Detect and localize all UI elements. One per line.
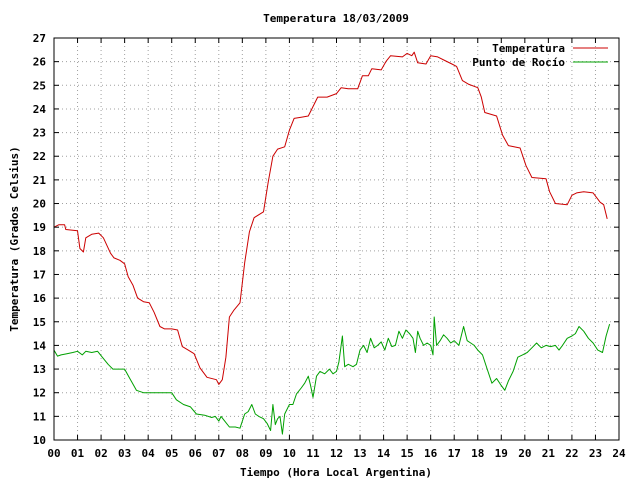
y-tick-label: 18: [33, 245, 46, 258]
chart-title: Temperatura 18/03/2009: [263, 12, 409, 25]
x-tick-label: 18: [471, 447, 484, 460]
x-tick-label: 12: [330, 447, 343, 460]
x-tick-label: 21: [542, 447, 556, 460]
y-tick-label: 23: [33, 127, 46, 140]
y-tick-label: 26: [33, 56, 47, 69]
x-tick-label: 23: [589, 447, 602, 460]
x-tick-label: 03: [118, 447, 131, 460]
series-line-1: [53, 51, 608, 385]
x-tick-label: 13: [353, 447, 366, 460]
x-tick-label: 05: [165, 447, 178, 460]
x-tick-label: 09: [259, 447, 272, 460]
y-tick-label: 22: [33, 150, 46, 163]
y-tick-label: 20: [33, 198, 46, 211]
y-tick-label: 17: [33, 268, 46, 281]
x-tick-label: 06: [189, 447, 203, 460]
y-tick-label: 10: [33, 434, 46, 447]
y-tick-label: 27: [33, 32, 46, 45]
x-tick-label: 02: [94, 447, 107, 460]
y-tick-label: 21: [33, 174, 47, 187]
x-tick-label: 15: [401, 447, 414, 460]
x-tick-label: 01: [71, 447, 85, 460]
y-tick-label: 13: [33, 363, 46, 376]
x-tick-label: 08: [236, 447, 249, 460]
series-layer: [53, 51, 611, 435]
grid: [54, 38, 619, 440]
x-tick-label: 11: [306, 447, 320, 460]
x-tick-label: 22: [565, 447, 578, 460]
x-tick-label: 07: [212, 447, 225, 460]
legend-label: Temperatura: [492, 42, 565, 55]
x-tick-label: 00: [47, 447, 60, 460]
y-tick-label: 14: [33, 339, 47, 352]
y-tick-label: 12: [33, 387, 46, 400]
x-axis-label: Tiempo (Hora Local Argentina): [240, 466, 432, 479]
x-tick-label: 19: [495, 447, 508, 460]
y-axis-label: Temperatura (Grados Celsius): [8, 146, 21, 331]
x-tick-label: 16: [424, 447, 438, 460]
y-tick-label: 19: [33, 221, 46, 234]
y-tick-label: 11: [33, 410, 47, 423]
ticks: 00 01 02 03 04 05 06 07 08 09 10 11 12 13 14 15 16 17 18 19…: [33, 32, 626, 460]
series-line-2: [53, 316, 611, 435]
y-tick-label: 15: [33, 316, 46, 329]
x-tick-label: 24: [612, 447, 626, 460]
x-tick-label: 04: [142, 447, 156, 460]
x-tick-label: 10: [283, 447, 296, 460]
x-tick-label: 17: [448, 447, 461, 460]
y-tick-label: 25: [33, 79, 46, 92]
y-tick-label: 24: [33, 103, 47, 116]
x-tick-label: 14: [377, 447, 391, 460]
x-tick-label: 20: [518, 447, 531, 460]
legend-label: Punto de Rocío: [472, 56, 565, 69]
y-tick-label: 16: [33, 292, 47, 305]
